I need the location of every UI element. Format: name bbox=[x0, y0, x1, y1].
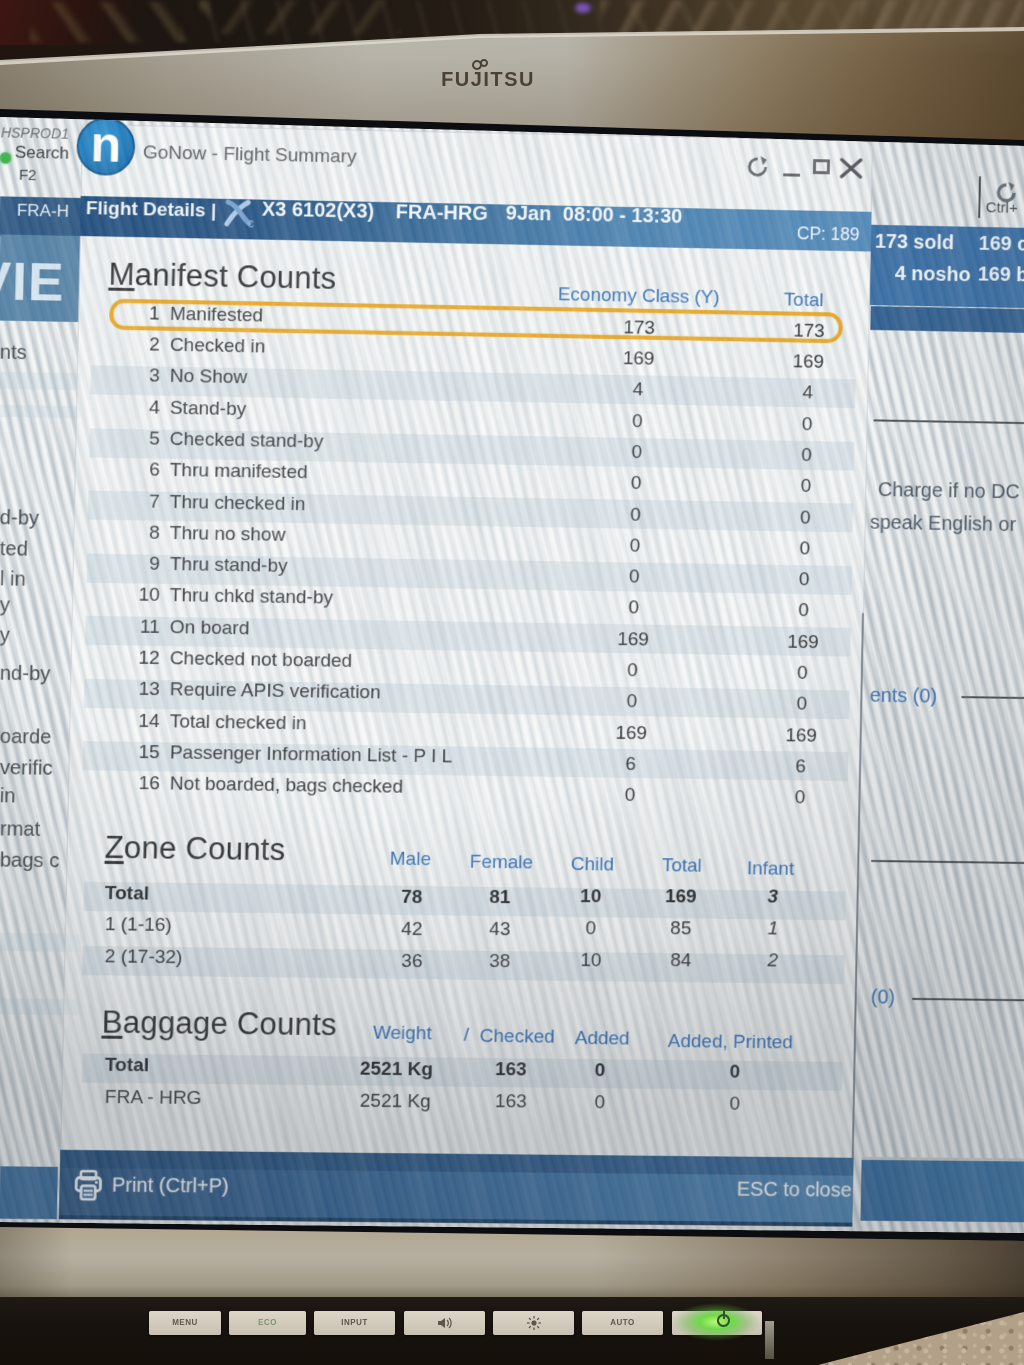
svg-text:c: c bbox=[247, 216, 253, 229]
